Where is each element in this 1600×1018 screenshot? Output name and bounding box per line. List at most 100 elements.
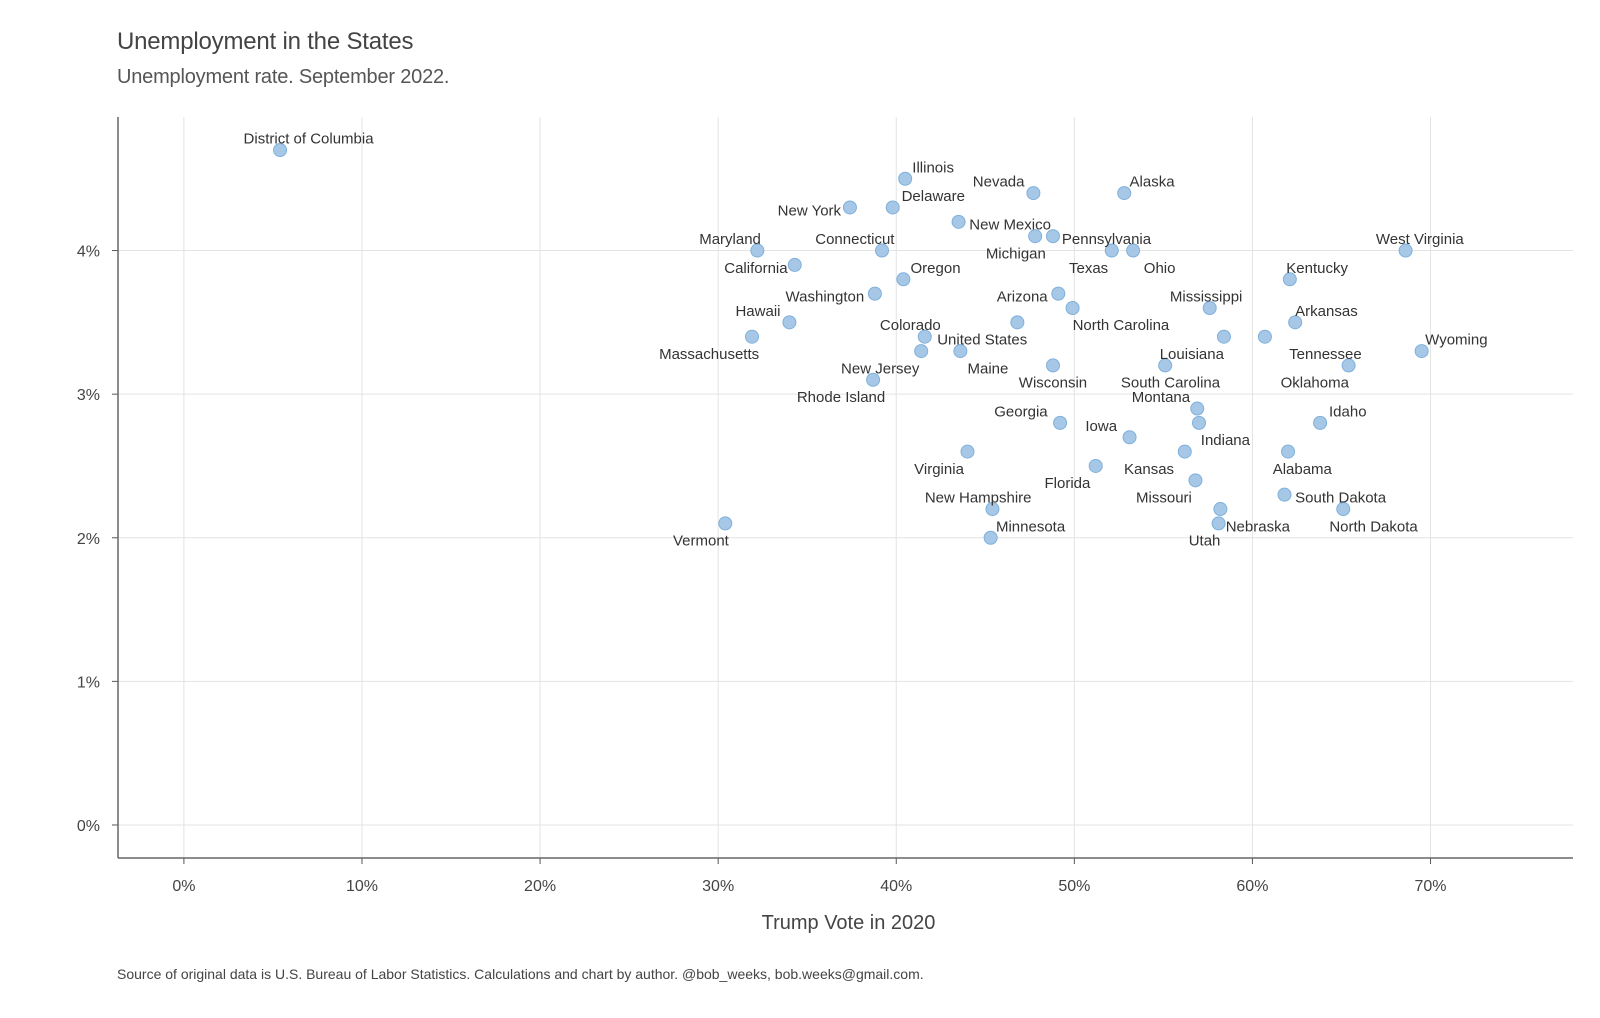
data-point	[1051, 286, 1066, 301]
data-point	[1313, 415, 1328, 430]
data-point	[1028, 229, 1043, 244]
chart-title: Unemployment in the States	[117, 28, 414, 55]
data-point	[896, 272, 911, 287]
data-label: Alabama	[1273, 461, 1333, 478]
x-tick-label: 20%	[524, 878, 556, 895]
data-point	[951, 214, 966, 229]
data-label: Maryland	[699, 231, 761, 248]
data-points	[273, 143, 1429, 545]
data-label: Iowa	[1085, 418, 1117, 435]
data-label: New York	[778, 202, 842, 219]
data-label: New Hampshire	[925, 490, 1032, 507]
data-label: New Mexico	[969, 217, 1051, 234]
data-label: Washington	[786, 289, 865, 306]
data-point	[983, 530, 998, 545]
data-label: Nebraska	[1226, 518, 1291, 535]
data-label: Arizona	[997, 289, 1049, 306]
data-label: Arkansas	[1295, 303, 1358, 320]
x-tick-label: 10%	[346, 878, 378, 895]
data-point	[914, 344, 929, 359]
data-point	[898, 171, 913, 186]
data-point	[1158, 358, 1173, 373]
data-label: Indiana	[1201, 432, 1251, 449]
data-point	[1188, 473, 1203, 488]
y-tick-label: 0%	[77, 818, 100, 835]
data-label: United States	[937, 332, 1027, 349]
data-point	[917, 329, 932, 344]
data-label: Illinois	[912, 159, 954, 176]
data-label: Oklahoma	[1281, 375, 1350, 392]
data-point	[1216, 329, 1231, 344]
x-tick-label: 30%	[702, 878, 734, 895]
data-label: Michigan	[986, 245, 1046, 262]
data-label: Delaware	[902, 188, 965, 205]
data-label: South Carolina	[1121, 375, 1221, 392]
y-tick-label: 2%	[77, 531, 100, 548]
x-tick-label: 0%	[172, 878, 195, 895]
data-label: Hawaii	[735, 303, 780, 320]
data-label: Oregon	[911, 260, 961, 277]
data-point	[953, 344, 968, 359]
x-tick-label: 60%	[1236, 878, 1268, 895]
data-label: Missouri	[1136, 490, 1192, 507]
point-labels: District of Columbia Illinois Nevada Alaska…	[244, 131, 1488, 550]
data-point	[866, 372, 881, 387]
data-point	[1211, 516, 1226, 531]
chart-subtitle: Unemployment rate. September 2022.	[117, 66, 450, 88]
data-label: Massachusetts	[659, 346, 759, 363]
data-point	[1336, 502, 1351, 517]
data-label: Texas	[1069, 260, 1108, 277]
axes	[112, 117, 1573, 864]
data-point	[885, 200, 900, 215]
data-label: Louisiana	[1160, 346, 1225, 363]
data-point	[782, 315, 797, 330]
data-label: Maine	[967, 360, 1008, 377]
data-point	[1341, 358, 1356, 373]
data-point	[1414, 344, 1429, 359]
data-label: Utah	[1189, 533, 1221, 550]
data-point	[273, 143, 288, 158]
data-point	[867, 286, 882, 301]
data-label: Wyoming	[1425, 332, 1487, 349]
x-axis-title: Trump Vote in 2020	[762, 912, 936, 934]
data-point	[985, 502, 1000, 517]
data-label: Florida	[1045, 475, 1092, 492]
data-label: Colorado	[880, 317, 941, 334]
data-label: Rhode Island	[797, 389, 885, 406]
data-point	[1282, 272, 1297, 287]
data-point	[718, 516, 733, 531]
y-tick-label: 4%	[77, 244, 100, 261]
data-point	[1088, 458, 1103, 473]
data-label: Alaska	[1130, 174, 1176, 191]
data-point	[1065, 300, 1080, 315]
data-label: Connecticut	[815, 231, 895, 248]
data-label: Mississippi	[1170, 289, 1243, 306]
data-point	[1202, 300, 1217, 315]
data-label: California	[724, 260, 788, 277]
data-label: Kentucky	[1286, 260, 1348, 277]
data-point	[1190, 401, 1205, 416]
data-label: Nevada	[973, 174, 1025, 191]
data-label: Georgia	[994, 403, 1048, 420]
data-point	[750, 243, 765, 258]
chart-caption: Source of original data is U.S. Bureau o…	[117, 966, 924, 982]
x-tick-label: 40%	[880, 878, 912, 895]
data-point	[1277, 487, 1292, 502]
data-point	[1122, 430, 1137, 445]
y-tick-label: 1%	[77, 674, 100, 691]
data-point	[842, 200, 857, 215]
data-point	[1053, 415, 1068, 430]
data-point	[1281, 444, 1296, 459]
data-label: Minnesota	[996, 518, 1066, 535]
data-label: South Dakota	[1295, 490, 1387, 507]
data-point	[960, 444, 975, 459]
data-point	[1398, 243, 1413, 258]
data-point	[875, 243, 890, 258]
x-tick-label: 50%	[1058, 878, 1090, 895]
data-point	[1104, 243, 1119, 258]
data-point	[1126, 243, 1141, 258]
data-point	[787, 257, 802, 272]
data-point	[1288, 315, 1303, 330]
data-label: Montana	[1132, 389, 1191, 406]
